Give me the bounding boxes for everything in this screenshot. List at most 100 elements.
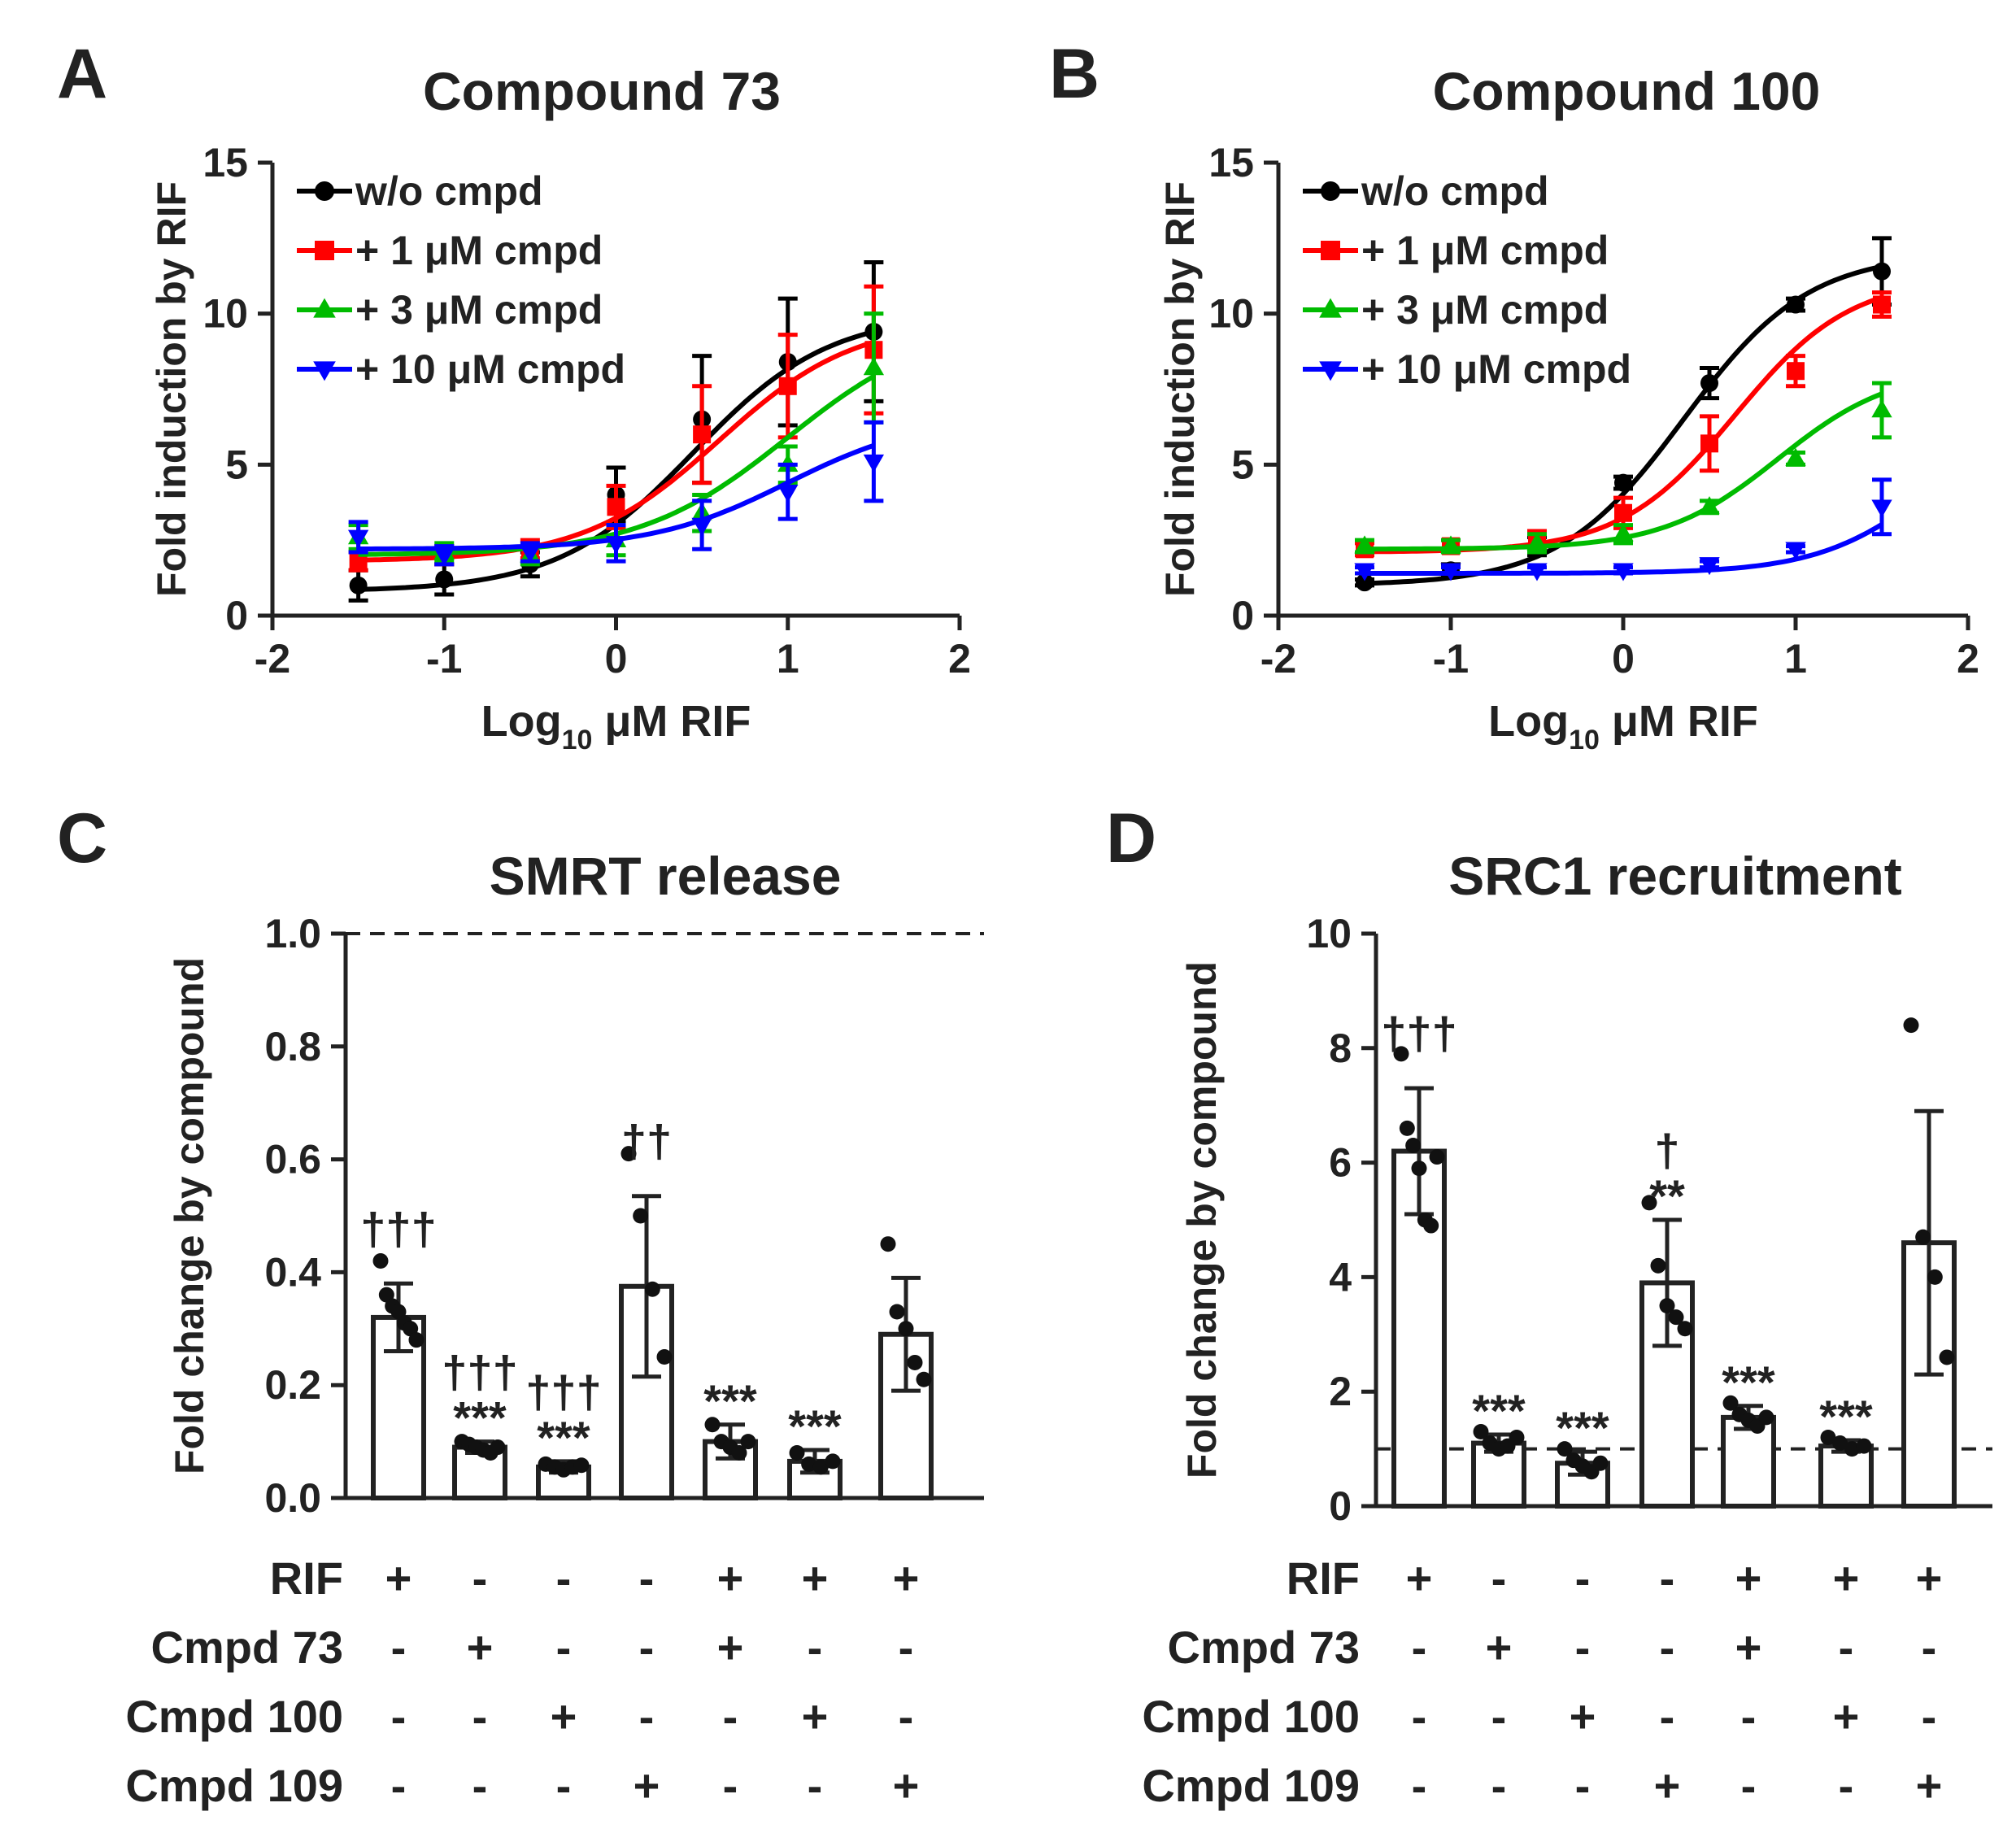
data-point (605, 536, 627, 555)
data-point (656, 1349, 673, 1365)
data-point (789, 1444, 805, 1461)
treatment-row-label: Cmpd 109 (125, 1760, 343, 1811)
minus-sign: - (1660, 1552, 1675, 1604)
minus-sign: - (391, 1622, 407, 1673)
significance-stars: *** (1819, 1391, 1873, 1442)
data-point (1614, 473, 1632, 492)
legend-marker (1321, 181, 1340, 201)
y-tick-label: 0.2 (264, 1362, 321, 1408)
legend-marker (1319, 298, 1342, 318)
minus-sign: - (639, 1622, 655, 1673)
data-point (1699, 557, 1720, 576)
plus-sign: + (1735, 1622, 1762, 1673)
plus-sign: + (1833, 1691, 1860, 1742)
minus-sign: - (1922, 1691, 1937, 1742)
series-3: + 10 μM cmpd (297, 346, 885, 567)
x-tick-label: 2 (1957, 636, 1979, 681)
treatment-row-3: Cmpd 109- - - + - - + (125, 1760, 919, 1811)
x-tick-label: -1 (426, 636, 462, 681)
data-point (1440, 563, 1461, 581)
data-point (1613, 563, 1634, 581)
x-tick-label: 0 (1612, 636, 1635, 681)
x-tick-label: 1 (1784, 636, 1807, 681)
minus-sign: - (1412, 1691, 1427, 1742)
significance-stars: *** (703, 1375, 757, 1426)
significance-daggers: ††† (525, 1366, 601, 1417)
minus-sign: - (808, 1760, 823, 1811)
data-point (1758, 1409, 1774, 1426)
bar-group-5: *** (787, 1400, 843, 1501)
treatment-row-2: Cmpd 100- - + - - + - (125, 1691, 913, 1742)
data-point (889, 1304, 905, 1320)
data-point (1787, 362, 1805, 381)
treatment-row-1: Cmpd 73- + - - + - - (1168, 1622, 1937, 1673)
chart-title: SMRT release (490, 846, 842, 906)
treatment-row-label: Cmpd 73 (151, 1622, 344, 1673)
treatment-row-0: RIF + - - - + + + (1287, 1552, 1943, 1604)
chart-title: Compound 73 (423, 61, 781, 121)
data-point (1903, 1017, 1919, 1034)
minus-sign: - (472, 1691, 488, 1742)
treatment-row-label: Cmpd 100 (125, 1691, 343, 1742)
bar-group-6 (878, 1236, 934, 1500)
data-point (1873, 295, 1891, 314)
data-point (520, 545, 541, 564)
plus-sign: + (893, 1760, 920, 1811)
data-point (731, 1444, 747, 1461)
data-point (633, 1208, 649, 1224)
minus-sign: - (1839, 1622, 1854, 1673)
panel-b: B Compound 100 0 5 10 15 -2 -1 0 1 2 Fold induction… (1049, 35, 1979, 756)
treatment-row-label: Cmpd 109 (1142, 1760, 1360, 1811)
significance-stars: *** (1722, 1356, 1775, 1408)
minus-sign: - (1491, 1691, 1507, 1742)
data-point (1939, 1349, 1955, 1365)
plus-sign: + (467, 1622, 494, 1673)
data-point (644, 1281, 660, 1297)
significance-stars: *** (453, 1392, 507, 1444)
plus-sign: + (634, 1760, 660, 1811)
minus-sign: - (1575, 1622, 1591, 1673)
minus-sign: - (1839, 1760, 1854, 1811)
chart-title: SRC1 recruitment (1448, 846, 1902, 906)
plus-sign: + (1486, 1622, 1513, 1673)
legend-label: + 10 μM cmpd (1361, 346, 1631, 392)
panel-letter: C (57, 799, 107, 877)
legend-label: + 3 μM cmpd (355, 287, 603, 333)
plus-sign: + (893, 1552, 920, 1604)
significance-daggers: ††† (442, 1347, 517, 1398)
data-point (1429, 1149, 1445, 1165)
x-axis-label-main: Log (1488, 697, 1569, 746)
minus-sign: - (899, 1622, 914, 1673)
data-point (1871, 399, 1892, 418)
minus-sign: - (1412, 1622, 1427, 1673)
panel-d: D SRC1 recruitment 0 2 4 6 8 10 Fold change by c… (1106, 799, 1992, 1811)
legend-marker (315, 181, 334, 201)
minus-sign: - (1575, 1552, 1591, 1604)
plus-sign: + (802, 1691, 829, 1742)
legend-label: + 1 μM cmpd (1361, 228, 1609, 273)
minus-sign: - (1922, 1622, 1937, 1673)
data-point (1832, 1435, 1848, 1452)
legend-label: + 1 μM cmpd (355, 228, 603, 273)
significance-daggers: † (1654, 1125, 1679, 1176)
data-point (435, 570, 454, 589)
treatment-row-label: Cmpd 73 (1168, 1622, 1361, 1673)
data-point (1700, 434, 1718, 453)
y-tick-label: 0 (1231, 593, 1254, 638)
plus-sign: + (1406, 1552, 1433, 1604)
legend-marker (315, 241, 334, 260)
data-point (1354, 535, 1375, 554)
significance-stars: *** (1556, 1402, 1609, 1453)
minus-sign: - (1491, 1552, 1507, 1604)
x-tick-label: -2 (1261, 636, 1296, 681)
treatment-row-0: RIF + - - - + + + (270, 1552, 920, 1604)
bar-group-3: †† (619, 1116, 674, 1500)
data-point (1614, 503, 1632, 522)
plus-sign: + (551, 1691, 577, 1742)
y-axis-label: Fold change by compound (167, 957, 212, 1474)
data-point (1668, 1309, 1684, 1326)
significance-stars: *** (537, 1412, 590, 1463)
x-axis-label-sub: 10 (562, 725, 593, 756)
x-tick-label: -1 (1433, 636, 1469, 681)
